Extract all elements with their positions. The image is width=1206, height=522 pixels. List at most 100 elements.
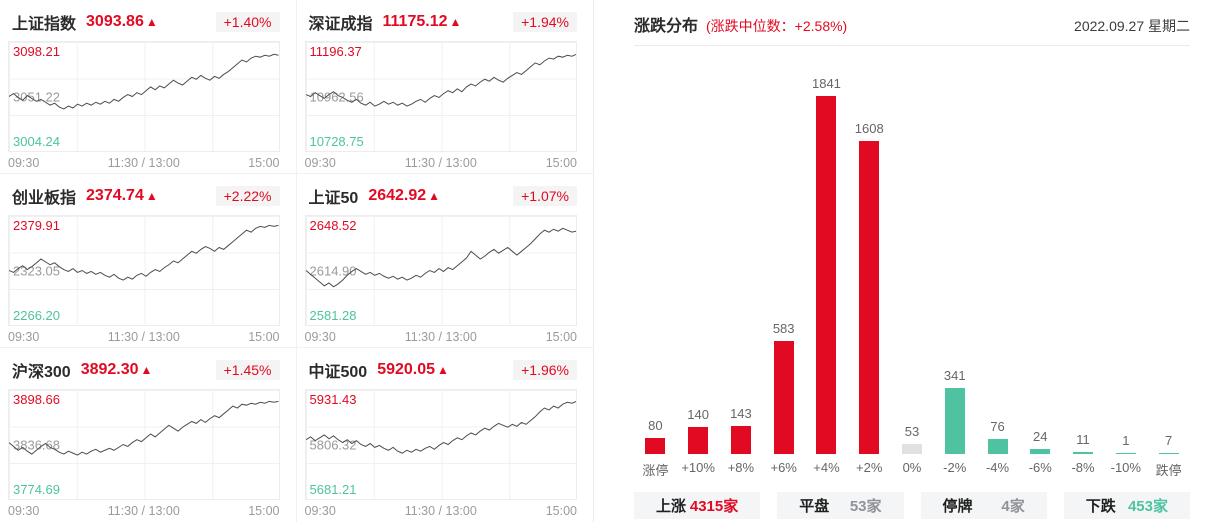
bar-category-label: 0% <box>902 460 922 475</box>
time-open-label: 09:30 <box>304 156 336 170</box>
index-card-csi500[interactable]: 中证500 5920.05 ▲ +1.96% 5931.43 5806.32 56… <box>297 348 594 522</box>
index-card-shanghai-composite[interactable]: 上证指数 3093.86 ▲ +1.40% 3098.21 3051.22 300… <box>0 0 297 174</box>
time-close-label: 15:00 <box>545 330 577 344</box>
price-value: 2374.74 <box>86 187 144 204</box>
bar-slot: 76 <box>976 419 1019 454</box>
up-arrow-icon: ▲ <box>140 363 153 377</box>
index-name: 中证500 <box>308 364 368 381</box>
time-axis: 09:30 11:30 / 13:00 15:00 <box>305 330 578 344</box>
bar-+8%[interactable] <box>730 426 751 454</box>
index-card-shenzhen-component[interactable]: 深证成指 11175.12 ▲ +1.94% 11196.37 10962.56 … <box>296 0 593 174</box>
y-low-label: 5681.21 <box>309 482 357 497</box>
bar-0%[interactable] <box>901 443 922 454</box>
bar-value-label: 1608 <box>854 121 884 137</box>
bar-+2%[interactable] <box>859 141 880 454</box>
y-prevclose-label: 3836.68 <box>13 437 60 452</box>
time-axis: 09:30 11:30 / 13:00 15:00 <box>305 156 578 170</box>
index-price: 2642.92 ▲ <box>368 187 440 205</box>
bar-value-label: 24 <box>1033 429 1048 445</box>
date-label: 2022.09.27 星期二 <box>1074 18 1190 34</box>
index-card-header: 上证指数 3093.86 ▲ +1.40% <box>8 10 280 41</box>
bar-slot: 143 <box>720 406 763 454</box>
bar-slot: 7 <box>1147 433 1190 454</box>
bar--10%[interactable] <box>1115 453 1136 454</box>
price-value: 3093.86 <box>86 13 144 30</box>
y-high-label: 11196.37 <box>309 44 362 59</box>
bar--2%[interactable] <box>944 387 965 454</box>
header-divider <box>634 45 1190 46</box>
bar-slot: 24 <box>1019 429 1062 454</box>
bar-value-label: 583 <box>772 320 795 336</box>
y-high-label: 3098.21 <box>13 44 60 59</box>
index-price: 3093.86 ▲ <box>86 13 158 31</box>
bar-slot: 341 <box>933 368 976 454</box>
time-midday-label: 11:30 / 13:00 <box>107 504 180 518</box>
bar-category-label: +4% <box>813 460 840 475</box>
index-name: 深证成指 <box>308 16 373 33</box>
y-high-label: 3898.66 <box>13 392 60 407</box>
time-open-label: 09:30 <box>304 504 336 518</box>
bar-value-label: 1 <box>1122 433 1130 448</box>
bar-+10%[interactable] <box>688 426 709 454</box>
bar-category-label: 跌停 <box>1155 463 1182 478</box>
bar--4%[interactable] <box>987 439 1008 454</box>
index-card-header: 中证500 5920.05 ▲ +1.96% <box>305 358 577 389</box>
price-line <box>306 216 577 325</box>
stat-suspended[interactable]: 停牌 4家 <box>920 492 1047 519</box>
price-line <box>9 42 279 151</box>
index-card-header: 深证成指 11175.12 ▲ +1.94% <box>305 10 577 41</box>
index-card-sse50[interactable]: 上证50 2642.92 ▲ +1.07% 2648.52 2614.90 258… <box>296 174 593 348</box>
y-high-label: 2648.52 <box>309 218 357 233</box>
bar--8%[interactable] <box>1073 451 1094 454</box>
stat-decliners[interactable]: 下跌 453家 <box>1063 492 1190 519</box>
bar-category-label: +6% <box>770 460 797 475</box>
stat-advancers[interactable]: 上涨 4315家 <box>634 492 761 519</box>
y-prevclose-label: 3051.22 <box>13 89 60 104</box>
bar-+4%[interactable] <box>816 96 837 454</box>
intraday-chart: 2379.91 2323.05 2266.20 <box>8 215 280 326</box>
index-card-csi300[interactable]: 沪深300 3892.30 ▲ +1.45% 3898.66 3836.68 37… <box>0 348 297 522</box>
bar-slot: 53 <box>891 424 934 454</box>
change-percent-badge: +1.94% <box>513 12 577 32</box>
time-axis: 09:30 11:30 / 13:00 15:00 <box>8 330 280 344</box>
bar-category-label: +10% <box>681 460 715 475</box>
price-line <box>9 216 279 325</box>
y-low-label: 2581.28 <box>309 308 357 323</box>
bar-slot: 80 <box>634 418 677 454</box>
change-percent-badge: +1.40% <box>215 12 280 32</box>
y-prevclose-label: 10962.56 <box>309 89 364 104</box>
stat-unchanged[interactable]: 平盘 53家 <box>777 492 904 519</box>
stat-label: 平盘 <box>799 498 830 515</box>
bar-category-label: 涨停 <box>642 463 669 478</box>
bar-+6%[interactable] <box>773 340 794 454</box>
bar-value-label: 7 <box>1164 432 1173 448</box>
price-value: 2642.92 <box>368 187 427 204</box>
price-value: 11175.12 <box>382 13 448 30</box>
bar-value-label: 143 <box>730 406 752 422</box>
bar-跌停[interactable] <box>1158 452 1179 454</box>
up-arrow-icon: ▲ <box>437 363 449 377</box>
index-name: 创业板指 <box>12 190 77 207</box>
bar-category-label: -2% <box>943 460 967 475</box>
bar-category-label: -6% <box>1028 460 1052 475</box>
intraday-chart: 5931.43 5806.32 5681.21 <box>304 389 577 500</box>
bar-slot: 11 <box>1062 432 1105 454</box>
intraday-chart: 11196.37 10962.56 10728.75 <box>304 41 577 152</box>
price-line <box>306 42 577 151</box>
bar-value-label: 140 <box>687 406 709 422</box>
time-midday-label: 11:30 / 13:00 <box>404 156 477 170</box>
bar--6%[interactable] <box>1030 449 1051 454</box>
stat-value: 453家 <box>1127 498 1168 515</box>
index-price: 11175.12 ▲ <box>383 13 462 31</box>
bar-slot: 140 <box>677 407 720 454</box>
market-breadth-stats: 上涨 4315家 平盘 53家 停牌 4家 下跌 453家 <box>634 492 1190 519</box>
index-card-chinext[interactable]: 创业板指 2374.74 ▲ +2.22% 2379.91 2323.05 226… <box>0 174 297 348</box>
up-arrow-icon: ▲ <box>449 15 462 29</box>
up-arrow-icon: ▲ <box>145 15 158 29</box>
bar-value-label: 53 <box>904 423 920 439</box>
price-line <box>306 390 577 499</box>
bar-涨停[interactable] <box>645 438 666 454</box>
time-midday-label: 11:30 / 13:00 <box>107 156 180 170</box>
bar-category-label: -10% <box>1110 460 1141 475</box>
